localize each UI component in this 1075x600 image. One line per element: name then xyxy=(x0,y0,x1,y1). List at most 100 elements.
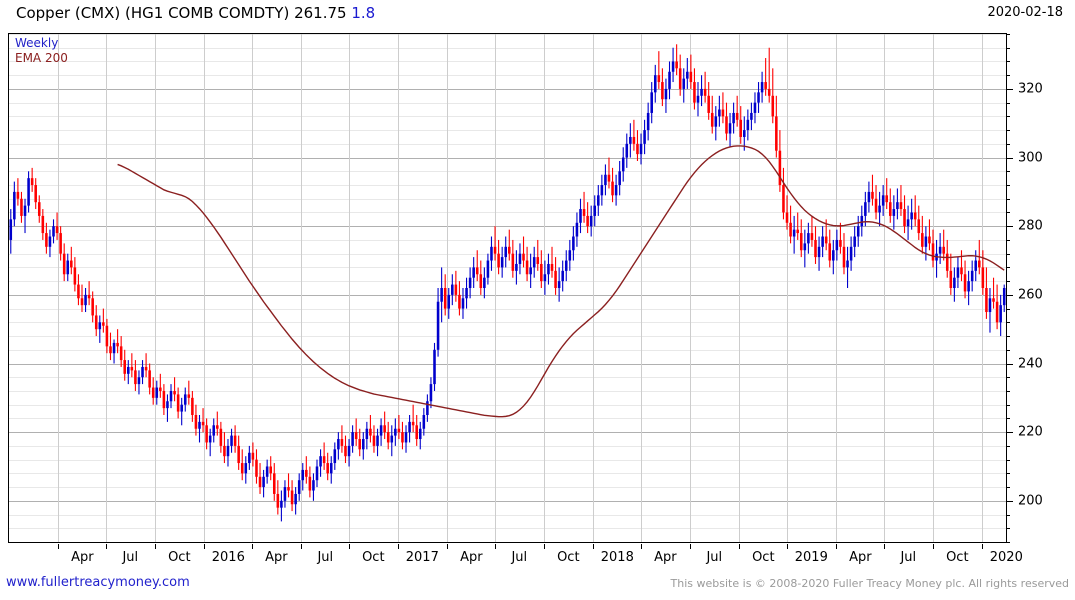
time-axis-label: Jul xyxy=(317,550,334,565)
time-axis-label: 2019 xyxy=(794,550,828,565)
chart-footer: www.fullertreacymoney.com This website i… xyxy=(0,573,1075,597)
time-axis-tick xyxy=(106,544,107,549)
price-axis-minor-tick xyxy=(1007,349,1010,351)
time-axis-tick xyxy=(787,544,788,549)
price-axis-minor-tick xyxy=(1007,171,1010,173)
page-title: Copper (CMX) (HG1 COMB COMDTY) 261.75 1.… xyxy=(16,4,375,22)
price-axis-minor-tick xyxy=(1007,130,1010,132)
time-axis: Apr Jul Oct 2016 Apr Jul Oct 2017 Apr Jul Oct 2018 A… xyxy=(8,544,1023,568)
price-axis-minor-tick xyxy=(1007,445,1010,447)
price-axis-minor-tick xyxy=(1007,308,1010,310)
time-axis-label: Apr xyxy=(654,550,677,565)
copyright-notice: This website is © 2008-2020 Fuller Treac… xyxy=(670,577,1069,590)
price-axis-minor-tick xyxy=(1007,473,1010,475)
time-axis-label: 2017 xyxy=(405,550,439,565)
time-axis-label: Jul xyxy=(122,550,139,565)
price-axis-minor-tick xyxy=(1007,239,1010,241)
time-axis-label: Jul xyxy=(511,550,528,565)
price-axis-minor-tick xyxy=(1007,61,1010,63)
price-axis-minor-tick xyxy=(1007,281,1010,283)
time-axis-tick xyxy=(204,544,205,549)
time-axis-tick xyxy=(884,544,885,549)
price-axis-minor-tick xyxy=(1007,418,1010,420)
price-axis-minor-tick xyxy=(1007,404,1010,406)
price-axis: 200 220 240 260 280 300 320 xyxy=(1007,33,1075,543)
price-axis-label: 200 xyxy=(1018,493,1043,509)
price-axis-label: 260 xyxy=(1018,287,1043,303)
time-axis-label: Jul xyxy=(706,550,723,565)
price-axis-minor-tick xyxy=(1007,322,1010,324)
price-axis-tick xyxy=(1007,432,1013,434)
price-axis-minor-tick xyxy=(1007,47,1010,49)
price-chart-svg xyxy=(9,34,1006,542)
site-url-link[interactable]: www.fullertreacymoney.com xyxy=(6,575,190,590)
time-axis-tick xyxy=(739,544,740,549)
price-axis-tick xyxy=(1007,88,1013,90)
price-axis-minor-tick xyxy=(1007,390,1010,392)
price-axis-minor-tick xyxy=(1007,542,1010,543)
price-axis-label: 320 xyxy=(1018,81,1043,97)
time-axis-label: 2016 xyxy=(211,550,245,565)
time-axis-label: Oct xyxy=(946,550,969,565)
price-axis-minor-tick xyxy=(1007,459,1010,461)
chart-legend: Weekly EMA 200 xyxy=(15,36,68,66)
price-axis-label: 220 xyxy=(1018,424,1043,440)
time-axis-tick xyxy=(641,544,642,549)
price-axis-label: 280 xyxy=(1018,218,1043,234)
price-axis-minor-tick xyxy=(1007,212,1010,214)
price-axis-tick xyxy=(1007,363,1013,365)
time-axis-label: Apr xyxy=(71,550,94,565)
time-axis-tick xyxy=(544,544,545,549)
time-axis-tick xyxy=(58,544,59,549)
time-axis-label: Apr xyxy=(849,550,872,565)
time-axis-label: Oct xyxy=(168,550,191,565)
price-axis-tick xyxy=(1007,226,1013,228)
time-axis-label: 2020 xyxy=(989,550,1023,565)
price-axis-tick xyxy=(1007,500,1013,502)
time-axis-label: Oct xyxy=(362,550,385,565)
price-axis-label: 300 xyxy=(1018,150,1043,166)
price-axis-minor-tick xyxy=(1007,198,1010,200)
time-axis-tick xyxy=(495,544,496,549)
time-axis-tick xyxy=(349,544,350,549)
price-axis-minor-tick xyxy=(1007,116,1010,118)
chart-header: Copper (CMX) (HG1 COMB COMDTY) 261.75 1.… xyxy=(0,0,1075,28)
as-of-date: 2020-02-18 xyxy=(987,5,1063,20)
candlestick-canvas xyxy=(9,34,1006,542)
time-axis-tick xyxy=(933,544,934,549)
price-axis-minor-tick xyxy=(1007,185,1010,187)
price-axis-label: 240 xyxy=(1018,356,1043,371)
time-axis-tick xyxy=(301,544,302,549)
price-change: 1.8 xyxy=(351,4,376,22)
time-axis-label: 2018 xyxy=(600,550,634,565)
time-axis-tick xyxy=(252,544,253,549)
price-axis-minor-tick xyxy=(1007,487,1010,489)
time-axis-label: Oct xyxy=(752,550,775,565)
price-axis-tick xyxy=(1007,294,1013,296)
time-axis-label: Apr xyxy=(265,550,288,565)
price-axis-minor-tick xyxy=(1007,528,1010,530)
time-axis-tick xyxy=(398,544,399,549)
time-axis-tick xyxy=(982,544,983,549)
price-axis-minor-tick xyxy=(1007,377,1010,379)
price-axis-minor-tick xyxy=(1007,336,1010,338)
legend-ema-200: EMA 200 xyxy=(15,51,68,65)
time-axis-tick xyxy=(836,544,837,549)
legend-interval: Weekly xyxy=(15,36,59,50)
time-axis-label: Apr xyxy=(460,550,483,565)
price-axis-minor-tick xyxy=(1007,253,1010,255)
price-axis-minor-tick xyxy=(1007,102,1010,104)
price-axis-minor-tick xyxy=(1007,34,1010,35)
time-axis-tick xyxy=(447,544,448,549)
price-axis-minor-tick xyxy=(1007,75,1010,77)
price-axis-minor-tick xyxy=(1007,267,1010,269)
time-axis-tick xyxy=(690,544,691,549)
time-axis-label: Oct xyxy=(557,550,580,565)
instrument-title: Copper (CMX) (HG1 COMB COMDTY) 261.75 xyxy=(16,4,347,22)
time-axis-label: Jul xyxy=(900,550,917,565)
price-axis-tick xyxy=(1007,157,1013,159)
chart-plot-area[interactable]: Weekly EMA 200 xyxy=(8,33,1007,543)
price-axis-minor-tick xyxy=(1007,143,1010,145)
price-axis-minor-tick xyxy=(1007,514,1010,516)
